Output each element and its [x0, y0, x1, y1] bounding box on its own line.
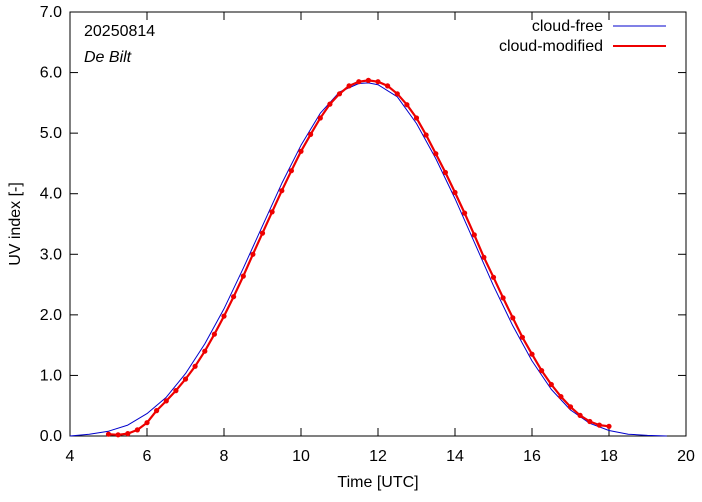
data-point-cloud-modified: [462, 210, 468, 216]
data-point-cloud-modified: [327, 101, 333, 107]
x-tick-label: 14: [446, 448, 464, 465]
data-point-cloud-modified: [539, 368, 545, 374]
x-tick-label: 18: [600, 448, 618, 465]
data-point-cloud-modified: [211, 331, 217, 337]
data-point-cloud-modified: [346, 83, 352, 89]
data-point-cloud-modified: [442, 169, 448, 176]
data-point-cloud-modified: [375, 79, 381, 85]
data-point-cloud-modified: [423, 132, 429, 138]
data-point-cloud-modified: [202, 348, 208, 354]
data-point-cloud-modified: [385, 83, 391, 89]
series-layer: [69, 77, 667, 438]
x-tick-label: 8: [220, 448, 229, 465]
data-point-cloud-modified: [317, 115, 323, 121]
legend-label-cloud-free: cloud-free: [532, 18, 603, 35]
date-annotation: 20250814: [84, 23, 155, 40]
data-point-cloud-modified: [365, 77, 371, 83]
data-point-cloud-modified: [500, 295, 506, 301]
data-point-cloud-modified: [471, 232, 477, 238]
data-point-cloud-modified: [336, 91, 343, 97]
location-annotation: De Bilt: [84, 49, 132, 66]
data-point-cloud-modified: [587, 418, 593, 425]
data-point-cloud-modified: [413, 115, 420, 121]
y-axis-label: UV index [-]: [7, 182, 24, 266]
ticks-layer: 4 6 8 10 12 14 16 18 20 0.0 1.0 2.0 3.0 4.0 5.0 6.0 7.0: [40, 4, 695, 465]
plot-frame: [69, 11, 687, 437]
x-tick-label: 12: [369, 448, 387, 465]
data-point-cloud-modified: [288, 168, 294, 174]
data-point-cloud-modified: [279, 188, 285, 194]
data-point-cloud-modified: [115, 432, 121, 438]
data-point-cloud-modified: [182, 376, 189, 382]
data-point-cloud-modified: [519, 334, 526, 340]
y-tick-label: 3.0: [40, 246, 62, 263]
y-tick-label: 4.0: [40, 186, 62, 203]
data-point-cloud-modified: [356, 79, 362, 85]
data-point-cloud-modified: [606, 423, 612, 429]
data-point-cloud-modified: [144, 420, 150, 426]
data-point-cloud-modified: [596, 422, 603, 428]
y-tick-label: 2.0: [40, 307, 62, 324]
data-point-cloud-modified: [490, 274, 497, 280]
legend: cloud-free cloud-modified: [499, 18, 666, 55]
data-point-cloud-modified: [577, 412, 583, 418]
data-point-cloud-modified: [433, 151, 439, 157]
data-point-cloud-modified: [105, 431, 112, 437]
x-tick-label: 16: [523, 448, 541, 465]
data-point-cloud-modified: [298, 148, 304, 154]
data-point-cloud-modified: [558, 394, 564, 400]
data-point-cloud-modified: [163, 398, 169, 404]
y-tick-label: 7.0: [40, 4, 62, 21]
series-line-cloud-free: [69, 82, 667, 437]
data-point-cloud-modified: [481, 254, 487, 260]
x-axis-label: Time [UTC]: [337, 474, 418, 491]
data-point-cloud-modified: [125, 431, 131, 437]
data-point-cloud-modified: [308, 131, 314, 137]
data-point-cloud-modified: [510, 315, 516, 321]
data-point-cloud-modified: [250, 251, 256, 257]
y-tick-label: 1.0: [40, 367, 62, 384]
data-point-cloud-modified: [452, 189, 458, 196]
series-line-cloud-modified: [108, 79, 610, 436]
data-point-cloud-modified: [192, 363, 198, 369]
y-tick-label: 5.0: [40, 125, 62, 142]
y-tick-label: 6.0: [40, 65, 62, 82]
data-point-cloud-modified: [173, 388, 179, 394]
data-point-cloud-modified: [231, 294, 237, 300]
data-point-cloud-modified: [134, 427, 140, 433]
data-point-cloud-modified: [529, 351, 535, 357]
data-point-cloud-modified: [240, 273, 246, 279]
data-point-cloud-modified: [548, 381, 554, 388]
data-point-cloud-modified: [269, 209, 275, 215]
data-point-cloud-modified: [259, 230, 266, 236]
x-tick-label: 20: [677, 448, 695, 465]
data-point-cloud-modified: [154, 408, 160, 414]
data-point-cloud-modified: [394, 91, 400, 97]
data-point-cloud-modified: [221, 313, 227, 319]
data-point-cloud-modified: [567, 404, 574, 410]
x-tick-label: 4: [66, 448, 75, 465]
y-tick-label: 0.0: [40, 428, 62, 445]
legend-label-cloud-modified: cloud-modified: [499, 38, 603, 55]
x-tick-label: 6: [143, 448, 152, 465]
x-tick-label: 10: [292, 448, 310, 465]
data-point-cloud-modified: [404, 102, 410, 108]
